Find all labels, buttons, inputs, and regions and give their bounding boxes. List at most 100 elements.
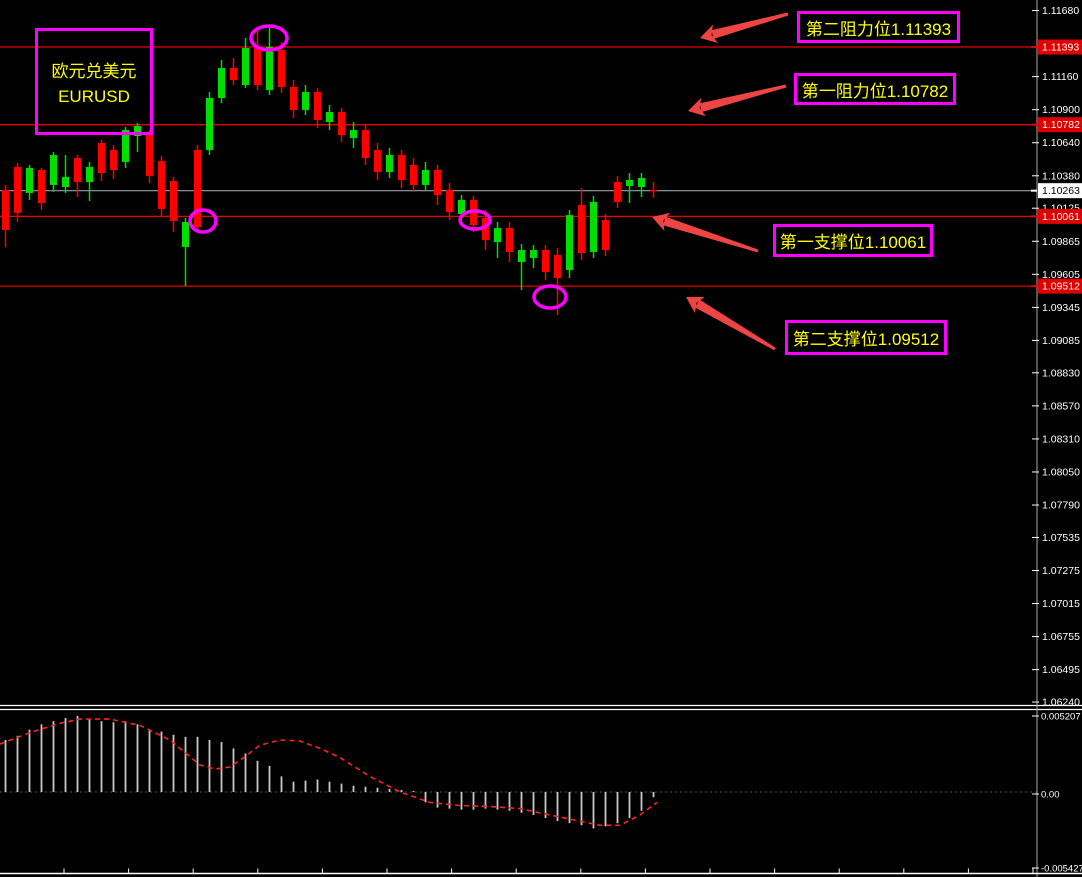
candle-body xyxy=(590,201,597,252)
candle-body xyxy=(50,154,57,185)
price-axis-label: 1.10380 xyxy=(1042,170,1080,182)
candle-body xyxy=(446,189,453,213)
price-axis-label: 1.11680 xyxy=(1042,5,1079,17)
annotation-arrow xyxy=(687,84,787,117)
candle-body xyxy=(302,92,309,110)
candle-body xyxy=(362,130,369,159)
support-1-label-box: 第一支撑位1.10061 xyxy=(773,224,933,257)
candle-body xyxy=(638,177,645,187)
price-axis-label: 1.08310 xyxy=(1042,433,1080,445)
candle-body xyxy=(62,176,69,187)
annotation-arrow xyxy=(686,296,776,351)
candle-body xyxy=(398,154,405,180)
price-axis-label: 1.09085 xyxy=(1042,335,1080,347)
price-axis-label: 1.07015 xyxy=(1042,598,1080,610)
price-axis-label: 1.06755 xyxy=(1042,631,1080,643)
resistance-1-badge-label: 1.10782 xyxy=(1042,119,1080,131)
candle-body xyxy=(122,130,129,162)
macd-histogram xyxy=(4,715,655,829)
price-axis-label: 1.08830 xyxy=(1042,367,1080,379)
symbol-name-cn: 欧元兑美元 xyxy=(51,61,137,81)
candle-body xyxy=(146,133,153,176)
candle-body xyxy=(578,205,585,254)
price-axis-label: 1.10640 xyxy=(1042,137,1080,149)
price-axis: 1.116801.111601.109001.106401.103801.101… xyxy=(1031,5,1082,875)
candle-body xyxy=(206,98,213,150)
candle-body xyxy=(350,130,357,139)
annotation-arrow xyxy=(700,12,789,43)
candle-body xyxy=(158,161,165,209)
price-axis-label: 1.08570 xyxy=(1042,400,1080,412)
candle-body xyxy=(338,111,345,135)
candle-body xyxy=(422,169,429,185)
candle-body xyxy=(482,217,489,240)
candle-body xyxy=(182,221,189,247)
resistance-2-label-box: 第二阻力位1.11393 xyxy=(797,11,960,43)
price-axis-label: 1.11160 xyxy=(1042,71,1079,83)
highlight-ellipse xyxy=(532,284,568,310)
price-axis-label: 1.06495 xyxy=(1042,664,1080,676)
highlight-ellipse xyxy=(458,209,492,231)
candle-body xyxy=(494,228,501,243)
price-axis-label: 1.07275 xyxy=(1042,565,1080,577)
price-axis-label: 1.09605 xyxy=(1042,269,1080,281)
candle-body xyxy=(266,47,273,90)
resistance-2-badge-label: 1.11393 xyxy=(1042,42,1079,54)
candle-body xyxy=(170,181,177,222)
candle-body xyxy=(458,199,465,215)
support-1-badge-label: 1.10061 xyxy=(1042,211,1080,223)
candle-body xyxy=(194,149,201,228)
current-price-badge-label: 1.10263 xyxy=(1042,185,1080,197)
support-1-badge xyxy=(1038,208,1082,224)
indicator-axis-label: 0.005207 xyxy=(1041,712,1081,723)
candle-body xyxy=(230,68,237,81)
candle-body xyxy=(314,92,321,120)
candle-body xyxy=(134,125,141,137)
candle-body xyxy=(554,254,561,278)
indicator-axis-label: 0.00 xyxy=(1041,790,1060,801)
symbol-name-en: EURUSD xyxy=(58,86,130,106)
candle-body xyxy=(290,86,297,110)
candle-body xyxy=(254,48,261,86)
candle-body xyxy=(278,49,285,87)
price-axis-label: 1.06240 xyxy=(1042,697,1080,709)
annotation-arrow xyxy=(651,212,759,253)
candle-body xyxy=(2,189,9,230)
support-2-badge-label: 1.09512 xyxy=(1042,281,1080,293)
candle-body xyxy=(410,164,417,185)
price-axis-label: 1.08050 xyxy=(1042,466,1080,478)
highlight-ellipse xyxy=(249,24,289,52)
resistance-1-label-box: 第一阻力位1.10782 xyxy=(794,73,956,105)
candle-body xyxy=(218,68,225,99)
candle-body xyxy=(434,169,441,195)
support-2-label-box: 第二支撑位1.09512 xyxy=(785,320,947,355)
macd-signal-line xyxy=(0,718,658,827)
highlight-ellipse xyxy=(188,208,218,234)
candle-body xyxy=(74,158,81,183)
candle-body xyxy=(110,149,117,170)
candle-body xyxy=(242,48,249,86)
indicator-axis-label: -0.005427 xyxy=(1041,864,1082,875)
candle-body xyxy=(650,189,657,192)
support-2-badge xyxy=(1038,278,1082,294)
price-axis-label: 1.09345 xyxy=(1042,302,1080,314)
symbol-label-box: 欧元兑美元 EURUSD xyxy=(35,28,153,135)
candle-body xyxy=(602,220,609,251)
candle-body xyxy=(26,167,33,193)
candle-body xyxy=(14,166,21,213)
candle-body xyxy=(98,143,105,174)
price-axis-label: 1.07790 xyxy=(1042,500,1080,512)
candle-body xyxy=(518,250,525,262)
price-axis-label: 1.10900 xyxy=(1042,104,1080,116)
resistance-1-badge xyxy=(1038,117,1082,133)
candle-body xyxy=(374,149,381,172)
candle-body xyxy=(86,166,93,183)
candlestick-series xyxy=(2,27,657,315)
candle-body xyxy=(614,182,621,202)
candle-body xyxy=(530,250,537,259)
candle-body xyxy=(38,169,45,203)
resistance-2-badge xyxy=(1038,39,1082,55)
candle-body xyxy=(326,111,333,123)
candle-body xyxy=(542,250,549,273)
price-axis-label: 1.07535 xyxy=(1042,532,1080,544)
